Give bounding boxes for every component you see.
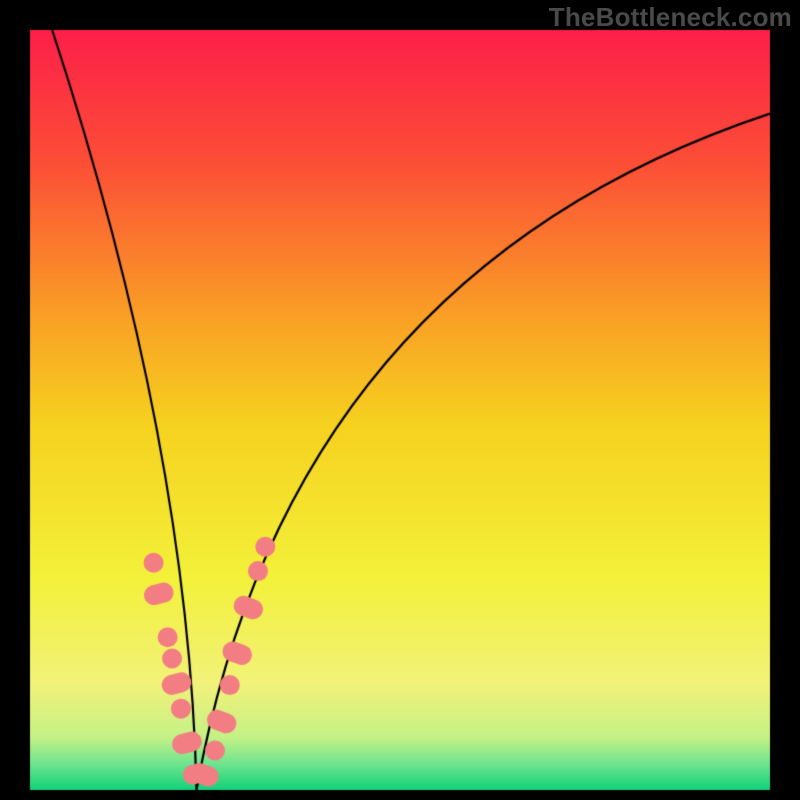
bottleneck-chart-canvas	[0, 0, 800, 800]
watermark-text: TheBottleneck.com	[549, 2, 792, 33]
